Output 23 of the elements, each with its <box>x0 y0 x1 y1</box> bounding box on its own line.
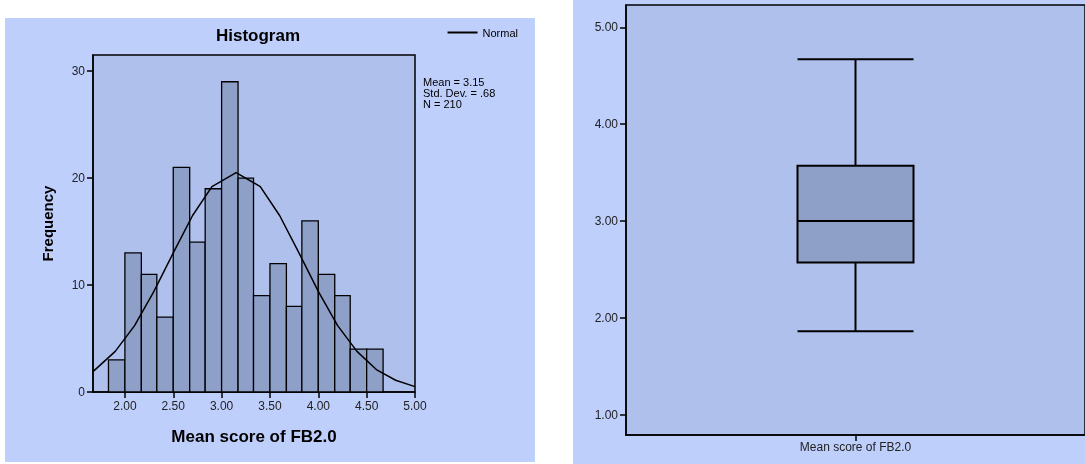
x-tick-label: 3.00 <box>209 399 234 413</box>
x-tick-label: 2.50 <box>161 399 186 413</box>
y-tick-label: 20 <box>71 171 86 186</box>
y-tick-label: 1.00 <box>594 407 619 422</box>
y-tick-label: 0 <box>78 385 86 399</box>
x-tick-label: 4.00 <box>306 399 331 413</box>
y-tick-label: 30 <box>71 64 86 79</box>
y-axis-title: Frequency <box>39 184 56 262</box>
y-tick-label: 4.00 <box>594 117 619 132</box>
text: N = 210 <box>423 97 462 110</box>
x-tick-label: 4.50 <box>354 399 379 413</box>
text: Std. Dev. = .68 <box>423 86 496 99</box>
y-tick-label: 10 <box>71 278 86 293</box>
x-axis-title: Mean score of FB2.0 <box>171 427 337 446</box>
x-tick-label: 2.00 <box>113 399 137 413</box>
x-tick-label: 3.50 <box>258 399 282 413</box>
text: Mean = 3.15 <box>423 75 485 88</box>
x-tick-label: 5.00 <box>403 399 427 413</box>
y-tick-label: 5.00 <box>594 20 619 35</box>
chart-title: Histogram <box>215 26 301 45</box>
y-tick-label: 2.00 <box>594 310 619 325</box>
legend-label: Normal <box>482 26 518 39</box>
y-tick-label: 3.00 <box>594 213 619 228</box>
